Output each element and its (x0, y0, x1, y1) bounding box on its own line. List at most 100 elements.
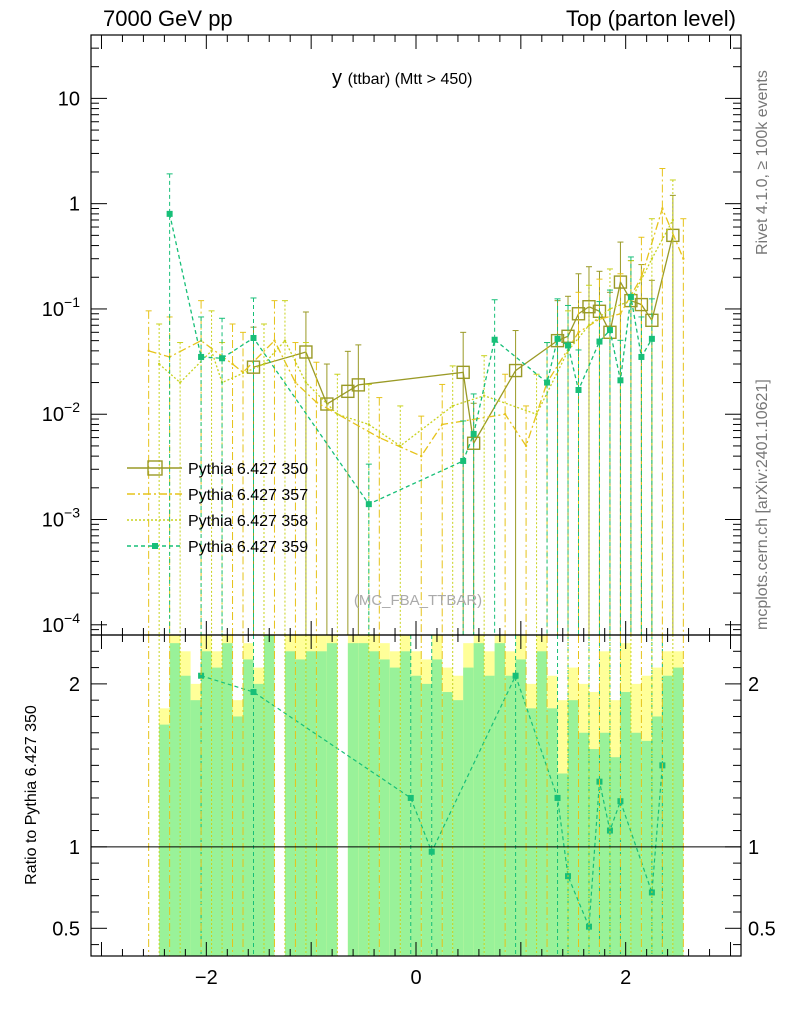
ratio-band-green (295, 659, 306, 956)
ratio-band-green (243, 659, 254, 956)
ratio-band-green (410, 675, 422, 956)
data-point-359 (627, 293, 634, 300)
data-point-359 (617, 377, 624, 384)
ratio-band-green (232, 716, 244, 956)
ratio-band-green (609, 757, 621, 956)
data-point-2 (378, 436, 381, 439)
ratio-band-green (536, 651, 548, 956)
ratio-band-green (484, 675, 495, 956)
data-point-359 (544, 379, 551, 386)
data-point-359 (198, 353, 205, 360)
ratio-band-green (641, 740, 652, 956)
ratio-band-green (400, 651, 411, 956)
series-line-4 (168, 213, 653, 505)
ratio-band-green (284, 651, 296, 956)
ratio-band-green (473, 643, 485, 956)
legend-marker (147, 460, 163, 476)
data-point-350 (320, 397, 334, 411)
data-point-350 (582, 300, 596, 314)
data-point-359 (166, 210, 173, 217)
header-process-label: 7000 GeV pp (103, 6, 233, 31)
header-observable-label: Top (parton level) (566, 6, 736, 31)
series-line-2 (148, 206, 684, 457)
data-point-3 (157, 362, 161, 366)
data-point-3 (399, 444, 402, 448)
ratio-band-green (515, 659, 527, 956)
y-tick-label: 10 (58, 88, 80, 110)
ratio-y-tick-label-right: 2 (748, 674, 759, 696)
ratio-y-axis-label: Ratio to Pythia 6.427 350 (23, 705, 40, 885)
data-point-350 (351, 378, 366, 392)
data-point-350 (299, 345, 313, 359)
data-point-359 (470, 430, 477, 437)
data-point-350 (634, 297, 649, 312)
series-line-3 (158, 219, 674, 447)
data-point-350 (456, 365, 470, 380)
data-point-359 (638, 353, 645, 360)
y-tick-exponent: −2 (64, 399, 80, 415)
y-tick-exponent: −4 (64, 610, 80, 626)
data-point-359 (250, 334, 257, 341)
data-point-2 (420, 454, 423, 458)
ratio-uncertainty-bands (159, 635, 684, 956)
data-point-2 (441, 423, 444, 426)
ratio-y-tick-label: 2 (69, 674, 80, 696)
y-tick-label: 10−3 (42, 505, 80, 532)
ratio-band-green (305, 651, 317, 956)
ratio-band-green (526, 708, 537, 956)
x-tick-label: −2 (195, 967, 218, 989)
ratio-band-green (201, 651, 212, 956)
legend-label: Pythia 6.427 358 (188, 513, 308, 530)
ratio-band-green (263, 635, 275, 956)
data-point-359 (575, 386, 582, 393)
ratio-point-359 (407, 794, 414, 801)
ratio-band-green (630, 732, 642, 956)
ratio-point-359 (250, 689, 257, 696)
ratio-band-green (547, 708, 558, 956)
data-point-2 (640, 276, 643, 279)
ratio-band-green (211, 667, 223, 956)
data-point-2 (577, 331, 580, 334)
data-point-2 (273, 339, 276, 342)
ratio-point-359 (554, 794, 561, 801)
ratio-y-tick-label-right: 0.5 (748, 918, 776, 940)
legend: Pythia 6.427 350 Pythia 6.427 357 Pythia 6… (127, 460, 308, 556)
data-point-3 (482, 394, 486, 397)
data-point-3 (451, 404, 454, 408)
ratio-band-green (368, 651, 380, 956)
axes: −2 0 2 10 1 10−1 10−2 10−3 10−4 0.5 0.5 1 1 2 2 (42, 34, 776, 989)
ratio-band-green (316, 651, 327, 956)
ratio-point-359 (198, 672, 205, 679)
ratio-band-green (672, 667, 684, 956)
data-point-3 (535, 413, 538, 416)
data-point-2 (619, 312, 622, 315)
y-tick-exponent: −1 (64, 294, 80, 310)
data-point-359 (460, 457, 467, 464)
ratio-y-tick-label: 1 (69, 837, 80, 859)
y-tick-label: 1 (69, 194, 80, 216)
ratio-band-green (253, 683, 264, 956)
ratio-band-green (421, 683, 432, 956)
ratio-band-green (358, 643, 369, 956)
ratio-point-359 (512, 672, 519, 679)
data-point-3 (283, 339, 287, 342)
data-point-359 (219, 355, 226, 362)
ratio-band-green (494, 643, 506, 956)
ratio-band-green (442, 692, 453, 956)
data-point-359 (491, 336, 498, 343)
data-point-2 (682, 257, 685, 260)
data-point-2 (524, 444, 528, 448)
legend-label: Pythia 6.427 357 (188, 487, 308, 504)
ratio-band-green (452, 700, 464, 956)
ratio-band-green (578, 732, 589, 956)
ratio-band-green (431, 659, 443, 956)
ratio-band-green (557, 773, 569, 956)
data-point-2 (315, 401, 318, 404)
ratio-band-green (326, 643, 338, 956)
ratio-band-green (379, 659, 390, 956)
data-point-3 (304, 381, 308, 384)
ratio-band-green (190, 700, 202, 956)
data-point-350 (508, 363, 523, 378)
y-tick-label: 10−1 (42, 294, 80, 321)
ratio-point-359 (585, 923, 592, 930)
